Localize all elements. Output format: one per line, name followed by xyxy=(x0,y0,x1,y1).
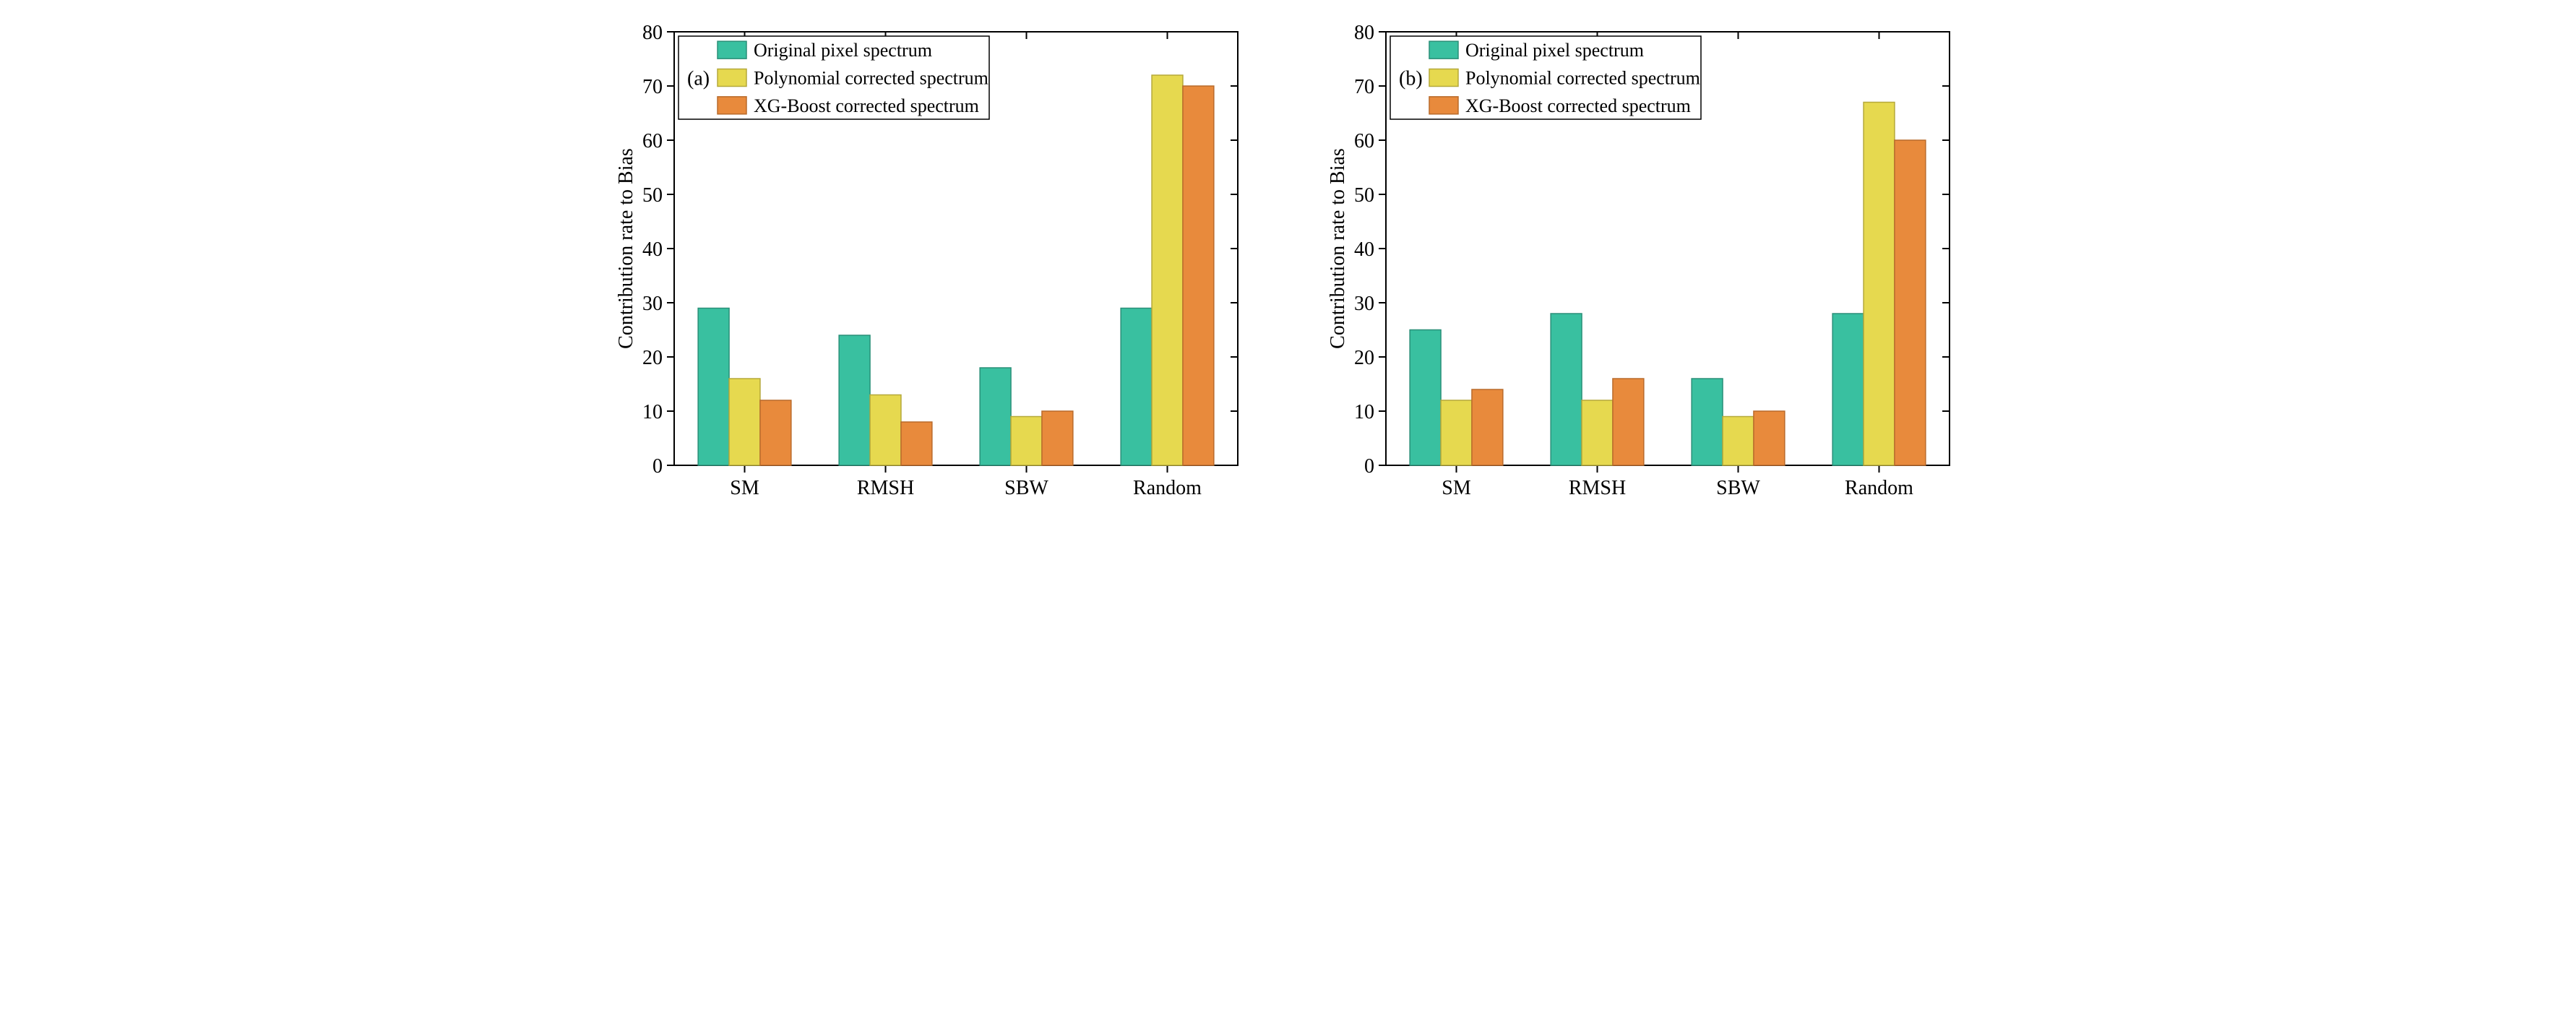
bar xyxy=(980,368,1011,465)
bar xyxy=(1582,400,1613,465)
bar xyxy=(1471,389,1502,465)
bar xyxy=(1723,417,1754,466)
legend-label: Polynomial corrected spectrum xyxy=(754,68,988,89)
bar xyxy=(1551,314,1582,465)
xtick-label: SBW xyxy=(1004,477,1048,499)
y-axis-label: Contribution rate to Bias xyxy=(614,148,637,349)
bar xyxy=(900,422,931,465)
ytick-label: 80 xyxy=(1354,22,1374,44)
chart-panel: 0 10 20 30 40 50 60 70 80 SM RMSH SBW Random (a) Origi… xyxy=(613,14,1252,509)
ytick-label: 0 xyxy=(1364,455,1374,478)
bar xyxy=(1410,330,1441,466)
legend-label: Polynomial corrected spectrum xyxy=(1465,68,1700,89)
figure-row: 0 10 20 30 40 50 60 70 80 SM RMSH SBW Random (a) Origi… xyxy=(14,14,2562,509)
bar xyxy=(1182,86,1213,465)
bar xyxy=(1441,400,1472,465)
ytick-label: 30 xyxy=(642,293,663,315)
legend-label: XG-Boost corrected spectrum xyxy=(1465,95,1691,116)
bar xyxy=(839,335,870,465)
ytick-label: 60 xyxy=(642,130,663,152)
ytick-label: 70 xyxy=(642,76,663,98)
bar xyxy=(870,395,901,466)
ytick-label: 80 xyxy=(642,22,663,44)
legend-label: Original pixel spectrum xyxy=(1465,40,1644,61)
xtick-label: RMSH xyxy=(856,477,913,499)
xtick-label: SM xyxy=(730,477,759,499)
bar xyxy=(1011,417,1042,466)
ytick-label: 40 xyxy=(642,238,663,261)
bar xyxy=(1832,314,1864,465)
xtick-label: SM xyxy=(1442,477,1471,499)
bar xyxy=(1152,75,1183,465)
bar xyxy=(1894,140,1925,465)
bar xyxy=(698,309,729,466)
bar xyxy=(729,379,760,465)
xtick-label: SBW xyxy=(1716,477,1760,499)
bar xyxy=(1864,103,1895,466)
legend-label: XG-Boost corrected spectrum xyxy=(754,95,979,116)
ytick-label: 20 xyxy=(1354,347,1374,369)
bar xyxy=(1612,379,1643,465)
xtick-label: RMSH xyxy=(1568,477,1625,499)
ytick-label: 10 xyxy=(642,401,663,423)
bar xyxy=(1753,411,1784,465)
chart-panel: 0 10 20 30 40 50 60 70 80 SM RMSH SBW Random (b) Origi… xyxy=(1324,14,1964,509)
xtick-label: Random xyxy=(1845,477,1913,499)
ytick-label: 10 xyxy=(1354,401,1374,423)
bar xyxy=(759,400,791,465)
y-axis-label: Contribution rate to Bias xyxy=(1326,148,1349,349)
panel-tag: (b) xyxy=(1399,68,1423,90)
ytick-label: 30 xyxy=(1354,293,1374,315)
xtick-label: Random xyxy=(1133,477,1202,499)
chart-svg: 0 10 20 30 40 50 60 70 80 SM RMSH SBW Random (a) Origi… xyxy=(613,14,1252,509)
bar xyxy=(1121,309,1152,466)
ytick-label: 0 xyxy=(652,455,663,478)
ytick-label: 40 xyxy=(1354,238,1374,261)
ytick-label: 60 xyxy=(1354,130,1374,152)
ytick-label: 50 xyxy=(1354,184,1374,207)
bar xyxy=(1041,411,1072,465)
bar xyxy=(1692,379,1723,465)
ytick-label: 70 xyxy=(1354,76,1374,98)
panel-tag: (a) xyxy=(687,68,710,90)
chart-svg: 0 10 20 30 40 50 60 70 80 SM RMSH SBW Random (b) Origi… xyxy=(1324,14,1964,509)
ytick-label: 20 xyxy=(642,347,663,369)
ytick-label: 50 xyxy=(642,184,663,207)
legend-label: Original pixel spectrum xyxy=(754,40,932,61)
